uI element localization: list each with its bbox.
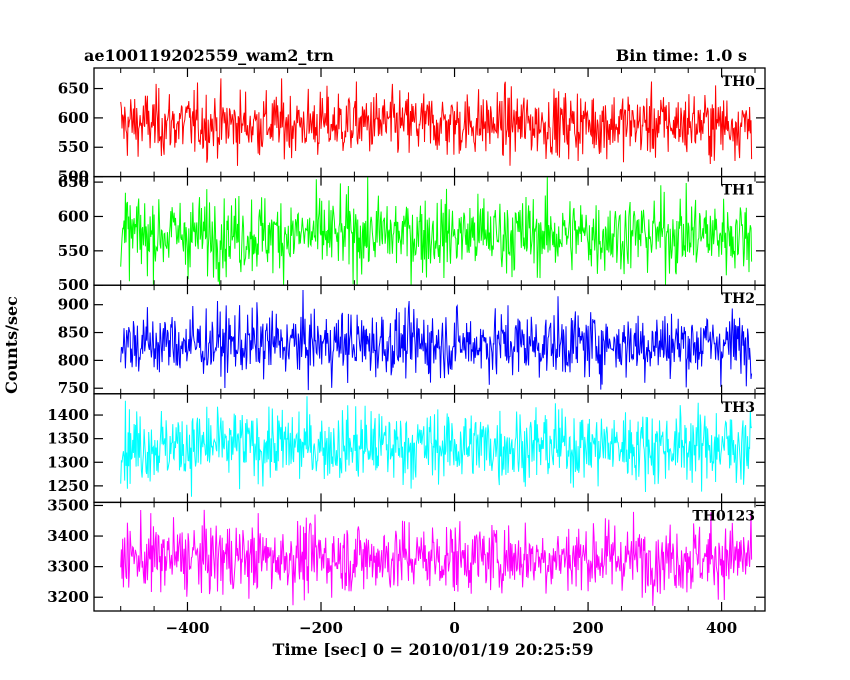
- y-tick-label: 550: [58, 138, 89, 156]
- x-tick-label: −400: [166, 619, 210, 637]
- x-axis-group: −400 −200 0 200 400: [120, 68, 756, 637]
- panels-group: 500 550 600 650 TH0 500 550 600 650 TH1 750 800 850 9…: [47, 67, 766, 612]
- panel-label-th0123: TH0123: [692, 508, 755, 524]
- series-line-th0123: [120, 509, 753, 606]
- x-tick-label: 0: [449, 619, 459, 637]
- panel-th1: 500 550 600 650 TH1: [58, 173, 766, 294]
- y-tick-label: 3200: [47, 588, 89, 606]
- y-tick-label: 600: [58, 109, 89, 127]
- y-tick-label: 600: [58, 207, 89, 225]
- y-tick-label: 1400: [47, 406, 89, 424]
- panel-label-th2: TH2: [722, 291, 755, 307]
- y-tick-label: 500: [58, 276, 89, 294]
- series-line-th2: [120, 289, 753, 391]
- series-line-th3: [120, 396, 753, 497]
- y-tick-label: 850: [58, 324, 89, 342]
- series-line-th1: [120, 176, 753, 286]
- x-tick-label: −200: [299, 619, 343, 637]
- y-tick-label: 1350: [47, 430, 89, 448]
- x-tick-label: 400: [706, 619, 737, 637]
- y-tick-label: 500: [58, 168, 89, 186]
- y-tick-label: 900: [58, 296, 89, 314]
- y-tick-label: 1300: [47, 453, 89, 471]
- x-tick-label: 200: [572, 619, 603, 637]
- y-tick-label: 750: [58, 379, 89, 397]
- x-axis-label: Time [sec] 0 = 2010/01/19 20:25:59: [273, 640, 594, 659]
- y-tick-label: 800: [58, 351, 89, 369]
- chart-title: ae100119202559_wam2_trn: [84, 46, 334, 65]
- panel-th3: 1250 1300 1350 1400 TH3: [47, 393, 766, 504]
- y-tick-label: 1250: [47, 477, 89, 495]
- panel-th0123: 3200 3300 3400 3500 TH0123: [47, 496, 766, 612]
- panel-th0: 500 550 600 650 TH0: [58, 67, 766, 186]
- bin-time-label: Bin time: 1.0 s: [616, 46, 747, 65]
- y-tick-label: 550: [58, 242, 89, 260]
- y-tick-label: 650: [58, 80, 89, 98]
- y-tick-label: 3300: [47, 558, 89, 576]
- panel-th2: 750 800 850 900 TH2: [58, 284, 766, 397]
- panel-frame: [93, 501, 766, 612]
- panel-label-th3: TH3: [722, 400, 755, 416]
- panel-label-th1: TH1: [722, 183, 755, 199]
- panel-label-th0: TH0: [722, 74, 756, 90]
- series-line-th0: [120, 78, 753, 166]
- y-axis-label: Counts/sec: [2, 296, 21, 394]
- y-tick-label: 650: [58, 173, 89, 191]
- y-tick-label: 3400: [47, 527, 89, 545]
- y-tick-label: 3500: [47, 496, 89, 514]
